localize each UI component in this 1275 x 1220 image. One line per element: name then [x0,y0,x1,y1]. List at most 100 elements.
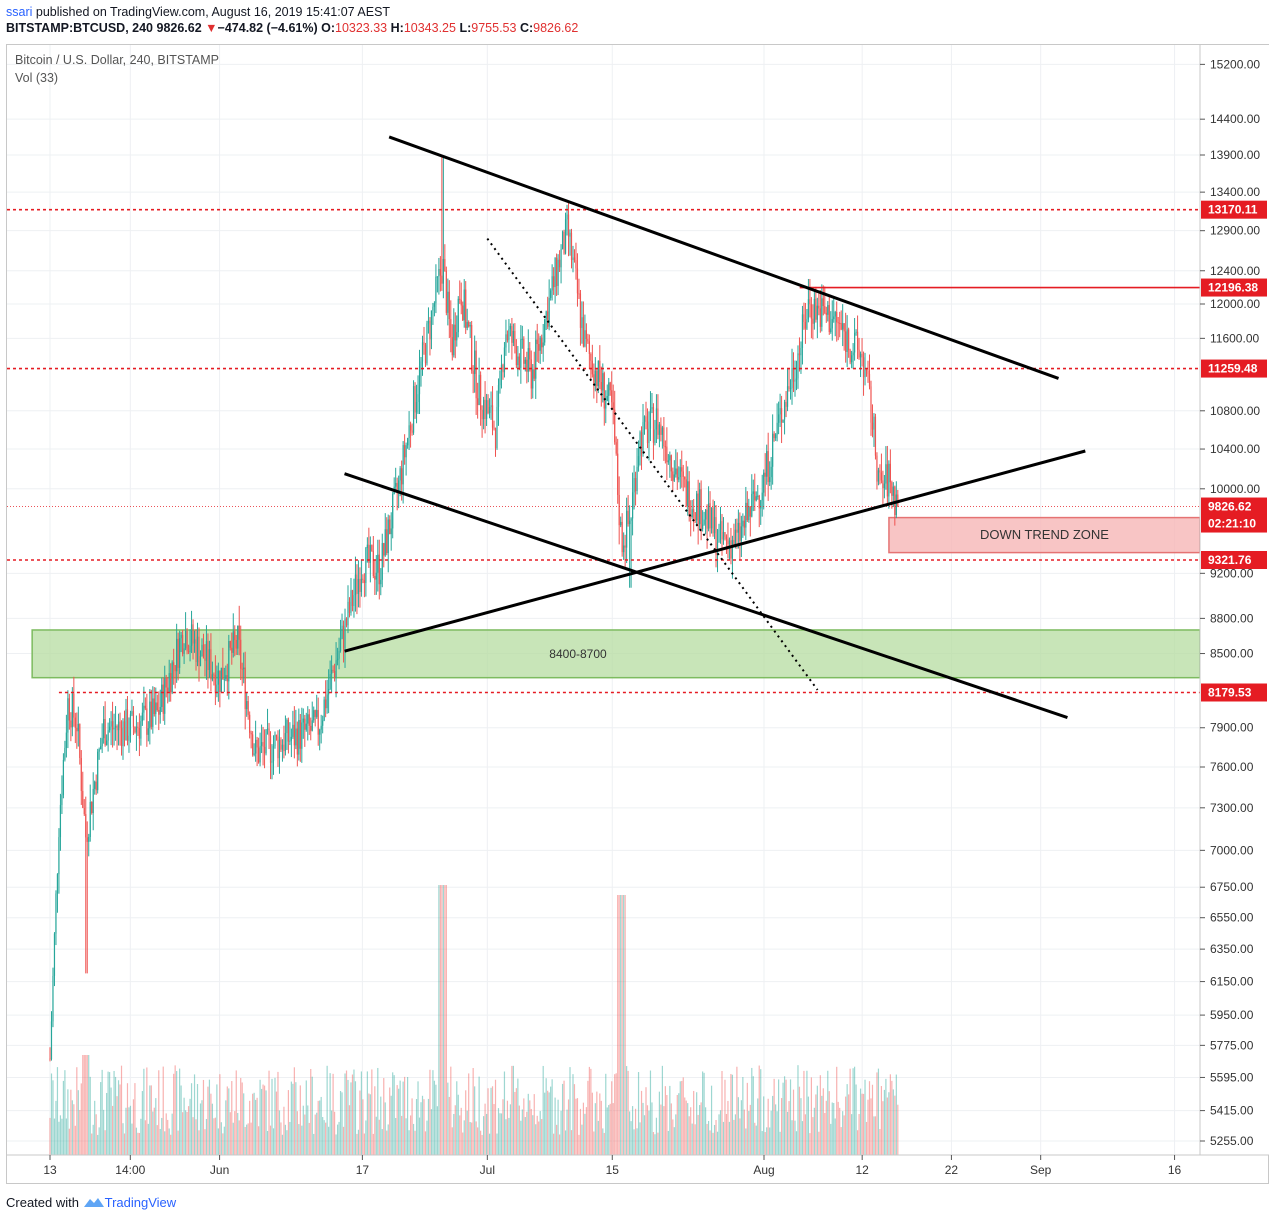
volume-bar [411,1098,413,1155]
y-tick-label: 5595.00 [1210,1070,1254,1084]
candle-body [564,219,567,254]
candle-body [596,370,598,387]
candle-body [277,736,279,759]
volume-bar [135,1127,138,1155]
last-price: 9826.62 [156,21,202,35]
volume-bar [80,1083,82,1155]
candle-body [390,528,392,535]
volume-bar [67,1089,69,1155]
volume-bar [249,1100,251,1155]
candle-body [626,510,628,548]
volume-bar [220,1122,222,1155]
candle-body [271,761,273,763]
tradingview-brand[interactable]: TradingView [104,1195,177,1210]
candle-body [859,353,862,358]
candle-body [840,323,842,330]
volume-bar [770,1110,772,1155]
candle-body [459,298,461,300]
candle-body [690,515,692,518]
candle-body [149,701,151,729]
volume-bar [877,1068,880,1155]
volume-bar [548,1092,550,1155]
volume-bar [77,1090,79,1155]
candle-body [274,734,276,746]
candle-body [359,578,361,592]
candle-body [544,319,546,343]
volume-bar [106,1092,108,1155]
volume-bar [170,1134,172,1155]
candle-body [743,520,745,528]
candle-body [429,320,431,340]
volume-bar [886,1097,888,1155]
volume-bar [581,1124,583,1155]
candle-body [216,684,218,693]
volume-bar [849,1068,851,1155]
volume-bar [475,1121,477,1155]
volume-bar [785,1079,787,1155]
candle-body [864,369,866,378]
volume-bar [195,1119,197,1155]
candle-body [159,706,161,715]
candle-body [106,740,108,746]
volume-bar [204,1129,206,1155]
candle-body [199,656,202,667]
volume-bar [271,1078,273,1155]
candle-body [675,468,677,475]
candle-body [231,647,233,653]
volume-bar [836,1066,838,1155]
volume-bar [633,1129,635,1155]
volume-bar [697,1114,699,1155]
volume-bar [702,1071,704,1155]
candle-body [466,322,468,328]
volume-bar [505,1119,507,1155]
y-tick-label: 12400.00 [1210,264,1260,278]
candle-body [122,721,124,747]
candle-body [760,500,762,509]
candle-body [387,519,389,554]
volume-bar [296,1111,298,1155]
candle-body [766,451,768,477]
candle-body [806,319,808,329]
candle-body [725,536,728,540]
footer: Created with TradingView [6,1195,176,1210]
volume-bar [879,1129,881,1155]
candle-body [539,337,541,351]
high-label: H: [390,21,404,35]
volume-bar [480,1130,482,1155]
volume-bar [316,1112,318,1155]
candle-body [730,540,732,559]
volume-bar [810,1077,812,1155]
candle-body [392,494,394,529]
candle-body [50,1021,53,1059]
volume-bar [570,1130,573,1155]
volume-bar [159,1128,161,1155]
volume-bar [441,885,443,1155]
candle-body [214,674,216,693]
candle-body [389,519,391,535]
candle-body [667,460,669,463]
candle-body [792,368,795,382]
price-chart[interactable]: 8400-8700 DOWN TREND ZONE 15200.00 14400.00… [0,0,1275,1190]
candle-body [259,745,261,763]
candle-body [523,338,525,364]
volume-bar [168,1128,170,1155]
candle-body [344,618,346,649]
volume-bar [190,1083,193,1155]
candle-body [718,529,720,543]
volume-bar [408,1130,410,1155]
volume-bar [839,1107,841,1155]
volume-bar [265,1090,267,1155]
volume-bar [749,1104,751,1155]
volume-bar [152,1111,154,1155]
volume-bar [782,1082,784,1155]
volume-bar [62,1080,65,1155]
candle-body [146,708,148,735]
candle-body [65,732,67,748]
candle-body [131,711,133,715]
candle-body [91,802,93,813]
volume-bar [626,1066,628,1155]
volume-bar [825,1100,827,1155]
candle-body [631,492,634,519]
candle-body [876,455,878,482]
publisher-name[interactable]: ssari [6,5,33,19]
